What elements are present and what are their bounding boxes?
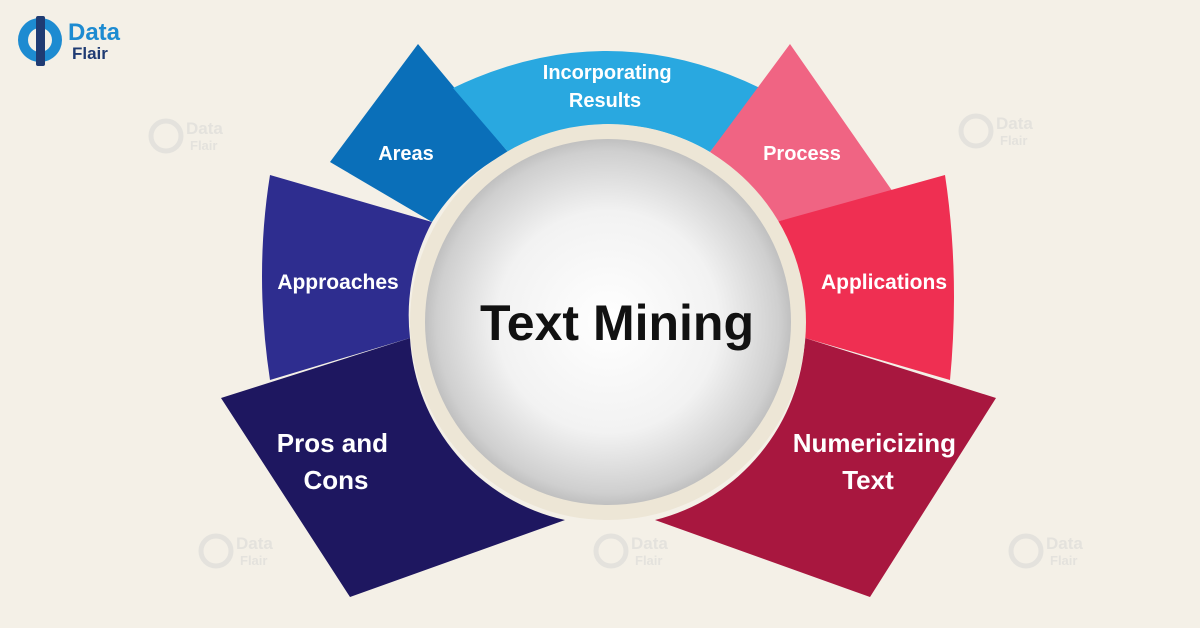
label-incorporating-results: Incorporating Results [543, 62, 677, 112]
watermark-subtext: Flair [240, 553, 267, 568]
center-title: Text Mining [480, 295, 754, 351]
segment-areas[interactable] [330, 44, 508, 222]
center-sphere [425, 139, 791, 505]
logo-bar-icon [36, 16, 45, 66]
segment-applications[interactable] [776, 175, 954, 380]
watermark-text: Data [186, 119, 223, 138]
label-applications: Applications [821, 271, 947, 294]
watermark-text: Data [1046, 534, 1083, 553]
label-pros-and-cons: Pros and Cons [277, 428, 395, 495]
watermark-logo: Data Flair [1008, 533, 1083, 569]
watermark-logo: Data Flair [148, 118, 223, 154]
segment-process[interactable] [710, 44, 893, 222]
watermark-logo: Data Flair [593, 533, 668, 569]
watermark-subtext: Flair [1050, 553, 1077, 568]
label-approaches: Approaches [277, 271, 398, 294]
logo-line2: Flair [72, 44, 108, 63]
watermark-logo: Data Flair [198, 533, 273, 569]
logo-line1: Data [68, 19, 121, 46]
segment-approaches[interactable] [262, 175, 432, 380]
watermark-text: Data [236, 534, 273, 553]
watermark-subtext: Flair [635, 553, 662, 568]
watermark-text: Data [996, 114, 1033, 133]
label-process: Process [763, 143, 841, 165]
segment-pros-and-cons[interactable] [221, 338, 565, 597]
brand-logo[interactable]: Data Flair [18, 16, 121, 66]
watermark-subtext: Flair [190, 138, 217, 153]
label-numericizing-text: Numericizing Text [793, 428, 963, 495]
segment-incorporating-results[interactable] [453, 51, 760, 152]
watermark-logo: Data Flair [958, 113, 1033, 149]
label-areas: Areas [378, 143, 434, 165]
watermark-subtext: Flair [1000, 133, 1027, 148]
logo-mark-icon [18, 18, 62, 62]
segment-numericizing-text[interactable] [655, 338, 996, 597]
watermark-text: Data [631, 534, 668, 553]
